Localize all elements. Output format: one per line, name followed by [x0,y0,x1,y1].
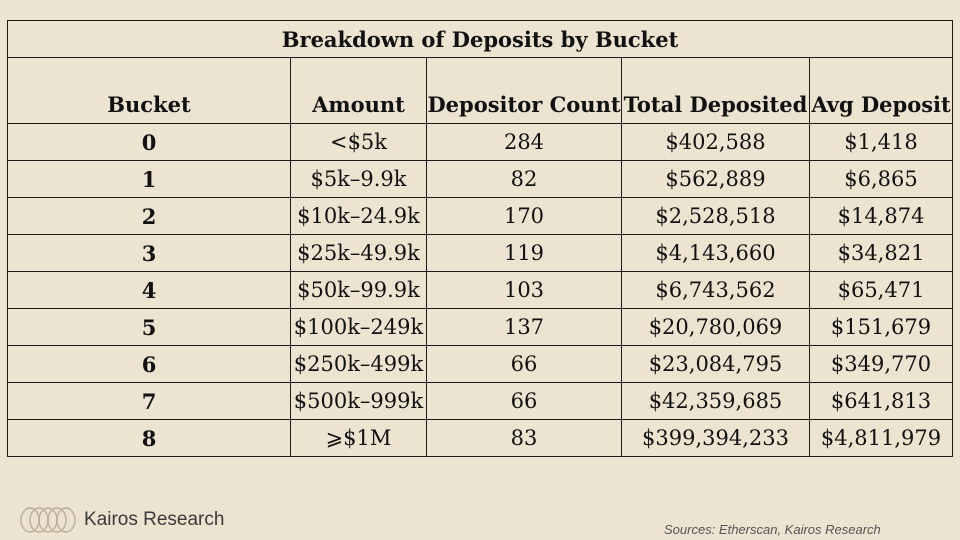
cell-bucket: 3 [7,234,291,272]
cell-amount: $50k–99.9k [290,271,427,309]
cell-total: $562,889 [621,160,810,198]
table-row: 6 $250k–499k 66 $23,084,795 $349,770 [7,345,954,383]
cell-total: $42,359,685 [621,382,810,420]
deposits-table: Breakdown of Deposits by Bucket Bucket A… [6,20,954,457]
cell-count: 103 [426,271,622,309]
table-title: Breakdown of Deposits by Bucket [6,20,954,58]
cell-total: $399,394,233 [621,419,810,457]
table-row: 5 $100k–249k 137 $20,780,069 $151,679 [7,308,954,346]
cell-avg: $14,874 [808,197,954,235]
cell-count: 83 [426,419,622,457]
cell-bucket: 0 [7,123,291,161]
cell-count: 170 [426,197,622,235]
cell-total: $6,743,562 [621,271,810,309]
cell-bucket: 1 [7,160,291,198]
table-row: 0 <$5k 284 $402,588 $1,418 [7,123,954,161]
table-row: 4 $50k–99.9k 103 $6,743,562 $65,471 [7,271,954,309]
cell-bucket: 7 [7,382,291,420]
cell-total: $2,528,518 [621,197,810,235]
cell-total: $402,588 [621,123,810,161]
cell-count: 66 [426,345,622,383]
cell-count: 284 [426,123,622,161]
cell-avg: $349,770 [808,345,954,383]
cell-bucket: 5 [7,308,291,346]
sources-note: Sources: Etherscan, Kairos Research [664,522,881,537]
cell-avg: $4,811,979 [808,419,954,457]
cell-count: 137 [426,308,622,346]
cell-amount: ⩾$1M [290,419,427,457]
column-header-total-deposited: Total Deposited [621,57,810,124]
cell-bucket: 8 [7,419,291,457]
cell-count: 119 [426,234,622,272]
cell-amount: <$5k [290,123,427,161]
kairos-rings-icon [18,506,78,534]
cell-amount: $250k–499k [290,345,427,383]
table-row: 8 ⩾$1M 83 $399,394,233 $4,811,979 [7,419,954,457]
cell-total: $4,143,660 [621,234,810,272]
cell-avg: $65,471 [808,271,954,309]
table-row: 7 $500k–999k 66 $42,359,685 $641,813 [7,382,954,420]
table-row: 1 $5k–9.9k 82 $562,889 $6,865 [7,160,954,198]
brand-name: Kairos Research [84,509,225,530]
column-header-depositor-count: Depositor Count [426,57,622,124]
cell-avg: $6,865 [808,160,954,198]
cell-amount: $10k–24.9k [290,197,427,235]
table-row: 2 $10k–24.9k 170 $2,528,518 $14,874 [7,197,954,235]
cell-total: $20,780,069 [621,308,810,346]
cell-amount: $5k–9.9k [290,160,427,198]
cell-bucket: 4 [7,271,291,309]
cell-count: 66 [426,382,622,420]
table-row: 3 $25k–49.9k 119 $4,143,660 $34,821 [7,234,954,272]
cell-amount: $500k–999k [290,382,427,420]
cell-bucket: 6 [7,345,291,383]
cell-avg: $641,813 [808,382,954,420]
cell-avg: $34,821 [808,234,954,272]
table-header-row: Bucket Amount Depositor Count Total Depo… [7,57,954,124]
cell-amount: $25k–49.9k [290,234,427,272]
column-header-bucket: Bucket [7,57,291,124]
table-title-row: Breakdown of Deposits by Bucket [6,20,954,58]
cell-count: 82 [426,160,622,198]
brand-logo: Kairos Research [18,506,224,534]
column-header-amount: Amount [290,57,427,124]
cell-avg: $1,418 [808,123,954,161]
cell-total: $23,084,795 [621,345,810,383]
cell-bucket: 2 [7,197,291,235]
column-header-avg-deposit: Avg Deposit [808,57,954,124]
cell-avg: $151,679 [808,308,954,346]
cell-amount: $100k–249k [290,308,427,346]
